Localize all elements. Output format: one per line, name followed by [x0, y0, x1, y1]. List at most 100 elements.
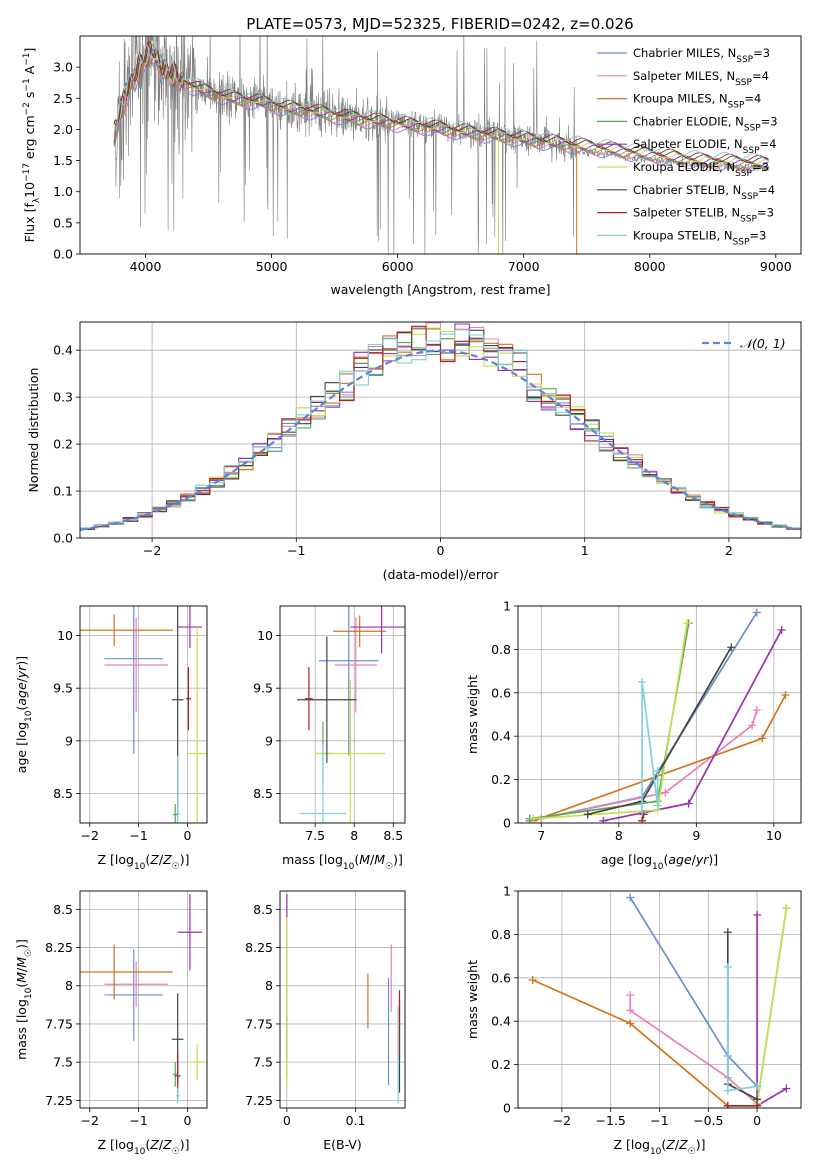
weight-marker [723, 1101, 732, 1108]
frame: −2 −1 0 1 2 0.0 0.1 0.2 0.3 0.4 𝒩(0, 1) (data-model… [26, 321, 802, 582]
axes-weight_vs_Z: −2 −1.5 −1 −0.5 0 0 0.2 0.4 0.6 0.8 1 mass weight Z … [465, 884, 802, 1157]
label-part: Salpeter ELODIE, N [633, 137, 743, 151]
label-part: ☉ [172, 1147, 180, 1157]
y-tick-label: 7.5 [253, 1055, 273, 1070]
y-tick-label: 3.0 [53, 60, 73, 75]
normal-curve [80, 349, 799, 531]
label-part: Salpeter STELIB, N [633, 206, 740, 220]
weight-marker [661, 788, 670, 797]
plot-area [525, 608, 790, 823]
label-part: M [14, 972, 29, 983]
axes-mass_vs_ebv: 0 0.1 7.25 7.5 7.75 8 8.25 8.5 E(B-V) [245, 890, 406, 1152]
y-tick-label: 10 [57, 628, 73, 643]
residual-histogram [80, 329, 801, 529]
label-part: ( [14, 706, 29, 711]
y-tick-label: 1 [503, 599, 511, 614]
label-part: 10 [134, 1147, 146, 1157]
plot-area [80, 322, 801, 531]
y-axis-label: Flux [fλ10−17 erg cm−2 s−1 A−1] [22, 48, 42, 243]
label-part: ( [145, 852, 150, 867]
label-part: ( [663, 852, 668, 867]
weight-series-line [629, 897, 758, 1087]
label-part: SSP [735, 78, 752, 88]
label-part: Z [149, 1137, 159, 1152]
label-part: SSP [728, 101, 745, 111]
label-part: 10 [134, 862, 146, 872]
legend-label: Salpeter MILES, NSSP=4 [633, 69, 769, 88]
x-tick-label: 0 [437, 543, 445, 558]
weight-marker [753, 1101, 762, 1108]
label-part: M [359, 852, 370, 867]
weight-marker [599, 816, 608, 823]
x-tick-label: −2 [553, 1113, 571, 1128]
axes-border [517, 605, 802, 824]
x-axis-label: mass [log10(M/M☉)] [282, 852, 403, 872]
axes-border [279, 890, 406, 1109]
label-part: Z [162, 852, 172, 867]
y-tick-label: 8 [265, 978, 273, 993]
axes-border [79, 35, 802, 255]
legend-label: Kroupa ELODIE, NSSP=3 [633, 160, 769, 179]
label-part: −1 [22, 53, 32, 66]
x-tick-label: 7 [537, 828, 545, 843]
weight-marker [781, 690, 790, 699]
label-part: Chabrier MILES, N [633, 46, 736, 60]
x-tick-label: 8.5 [383, 828, 403, 843]
label-part: −1 [22, 78, 32, 91]
label-part: age [14, 682, 29, 706]
legend-label: Salpeter STELIB, NSSP=3 [633, 206, 774, 225]
weight-marker [626, 991, 635, 1000]
weight-marker [626, 893, 635, 902]
legend-label: Salpeter ELODIE, NSSP=4 [633, 137, 776, 156]
y-tick-label: 0.3 [53, 390, 73, 405]
x-axis-label: age [log10(age/yr)] [601, 852, 718, 872]
weight-marker [723, 962, 732, 971]
label-part: ( [354, 852, 359, 867]
label-part: ] [22, 48, 37, 53]
x-tick-label: 9000 [760, 259, 792, 274]
y-tick-label: 2.5 [53, 91, 73, 106]
label-part: Flux [f [22, 203, 37, 243]
y-tick-label: 0.5 [53, 215, 73, 230]
grid [80, 606, 207, 823]
label-part: )] [708, 852, 718, 867]
y-tick-label: 9 [265, 733, 273, 748]
weight-marker [583, 810, 592, 819]
frame: −2 −1.5 −1 −0.5 0 0 0.2 0.4 0.6 0.8 1 mass weight Z … [465, 884, 802, 1157]
label-part: / [370, 852, 375, 867]
spectrum-model-line [113, 51, 769, 171]
label-part: yr [14, 665, 29, 679]
label-part: SSP [740, 215, 757, 225]
label-part: ( [661, 1137, 666, 1152]
grid [518, 890, 801, 1109]
y-tick-label: 8.25 [245, 940, 273, 955]
axes-residuals: −2 −1 0 1 2 0.0 0.1 0.2 0.3 0.4 𝒩(0, 1) (data-model… [26, 321, 802, 582]
grid [280, 606, 405, 823]
weight-series-line [641, 681, 659, 813]
y-axis-label: mass weight [465, 675, 480, 754]
label-part: =3 [753, 46, 770, 60]
residual-histogram [80, 325, 801, 530]
x-tick-label: −0.5 [693, 1113, 723, 1128]
grid [80, 891, 207, 1108]
label-part: )] [14, 939, 29, 949]
spectrum-model-line [113, 40, 769, 165]
plot-area [297, 606, 405, 823]
legend-label: Chabrier ELODIE, NSSP=3 [633, 114, 778, 133]
y-axis-label: age [log10(age/yr)] [14, 656, 34, 773]
x-tick-label: −1 [129, 828, 147, 843]
y-tick-label: 0 [503, 816, 511, 831]
label-part: )] [180, 852, 190, 867]
y-tick-label: 8 [65, 978, 73, 993]
figure-title: PLATE=0573, MJD=52325, FIBERID=0242, z=0… [246, 15, 633, 33]
weight-marker [752, 706, 761, 715]
y-tick-label: 7.75 [245, 1016, 273, 1031]
label-part: SSP [733, 237, 750, 247]
y-tick-label: 7.25 [245, 1093, 273, 1108]
weight-marker [753, 910, 762, 919]
axes-spectrum: 4000 5000 6000 7000 8000 9000 0.0 0.5 1.0 1.5 2.0 2… [22, 35, 802, 297]
y-tick-label: 0.0 [53, 531, 73, 546]
